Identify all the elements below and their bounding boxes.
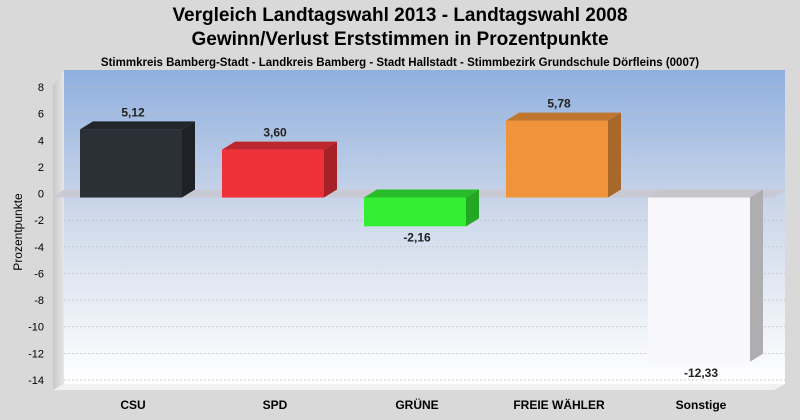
y-tick-label: 8	[38, 82, 44, 94]
chart-title-line1: Vergleich Landtagswahl 2013 - Landtagswa…	[172, 5, 628, 26]
bar-side-face	[324, 141, 337, 198]
value-label: -12,33	[684, 366, 718, 380]
category-label: GRÜNE	[395, 397, 438, 412]
bar-side-face	[466, 189, 479, 227]
y-tick-label: 4	[38, 135, 44, 147]
category-label: FREIE WÄHLER	[513, 397, 605, 412]
bar-side-face	[608, 112, 621, 198]
value-label: 5,78	[547, 97, 571, 111]
y-tick-label: -6	[34, 268, 44, 280]
chart-title-line2: Gewinn/Verlust Erststimmen in Prozentpun…	[191, 29, 609, 50]
bar-top-face	[648, 189, 763, 198]
value-label: 3,60	[263, 126, 287, 140]
y-tick-label: 0	[38, 189, 44, 201]
y-tick-label: -14	[28, 375, 44, 387]
bar-side-face	[750, 189, 763, 362]
category-label: Sonstige	[676, 398, 727, 412]
plot-floor	[53, 384, 785, 390]
value-label: -2,16	[403, 230, 431, 244]
y-tick-label: -4	[34, 242, 44, 254]
bar-csu	[80, 121, 195, 198]
y-tick-label: -8	[34, 295, 44, 307]
category-label: SPD	[263, 398, 288, 412]
y-tick-label: 6	[38, 109, 44, 121]
bar-front-face	[648, 197, 750, 362]
bar-top-face	[80, 121, 195, 130]
bar-sonstige	[648, 189, 763, 362]
bars	[80, 112, 763, 362]
bar-top-face	[222, 141, 337, 150]
y-tick-label: -2	[34, 215, 44, 227]
bar-top-face	[506, 112, 621, 121]
bar-top-face	[364, 189, 479, 198]
chart-subtitle: Stimmkreis Bamberg-Stadt - Landkreis Bam…	[100, 57, 700, 69]
value-labels: 5,12 3,60 -2,16 5,78 -12,33	[121, 97, 718, 380]
bar-freie-wähler	[506, 112, 621, 198]
bar-grüne	[364, 189, 479, 227]
plot-left-wall	[53, 70, 64, 390]
category-label: CSU	[120, 398, 145, 412]
y-axis-ticks: 8 6 4 2 0 -2 -4 -6 -8 -10 -12 -14	[28, 82, 44, 387]
bar-front-face	[80, 129, 182, 198]
category-labels: CSU SPD GRÜNE FREIE WÄHLER Sonstige	[120, 397, 726, 412]
bar-front-face	[506, 120, 608, 198]
y-tick-label: -12	[28, 348, 44, 360]
bar-side-face	[182, 121, 195, 198]
bar-spd	[222, 141, 337, 198]
value-label: 5,12	[121, 105, 145, 119]
chart-header: Vergleich Landtagswahl 2013 - Landtagswa…	[0, 4, 800, 70]
y-axis-label: Prozentpunkte	[11, 193, 25, 271]
bar-front-face	[222, 149, 324, 198]
bar-front-face	[364, 197, 466, 227]
y-tick-label: -10	[28, 322, 44, 334]
y-tick-label: 2	[38, 162, 44, 174]
